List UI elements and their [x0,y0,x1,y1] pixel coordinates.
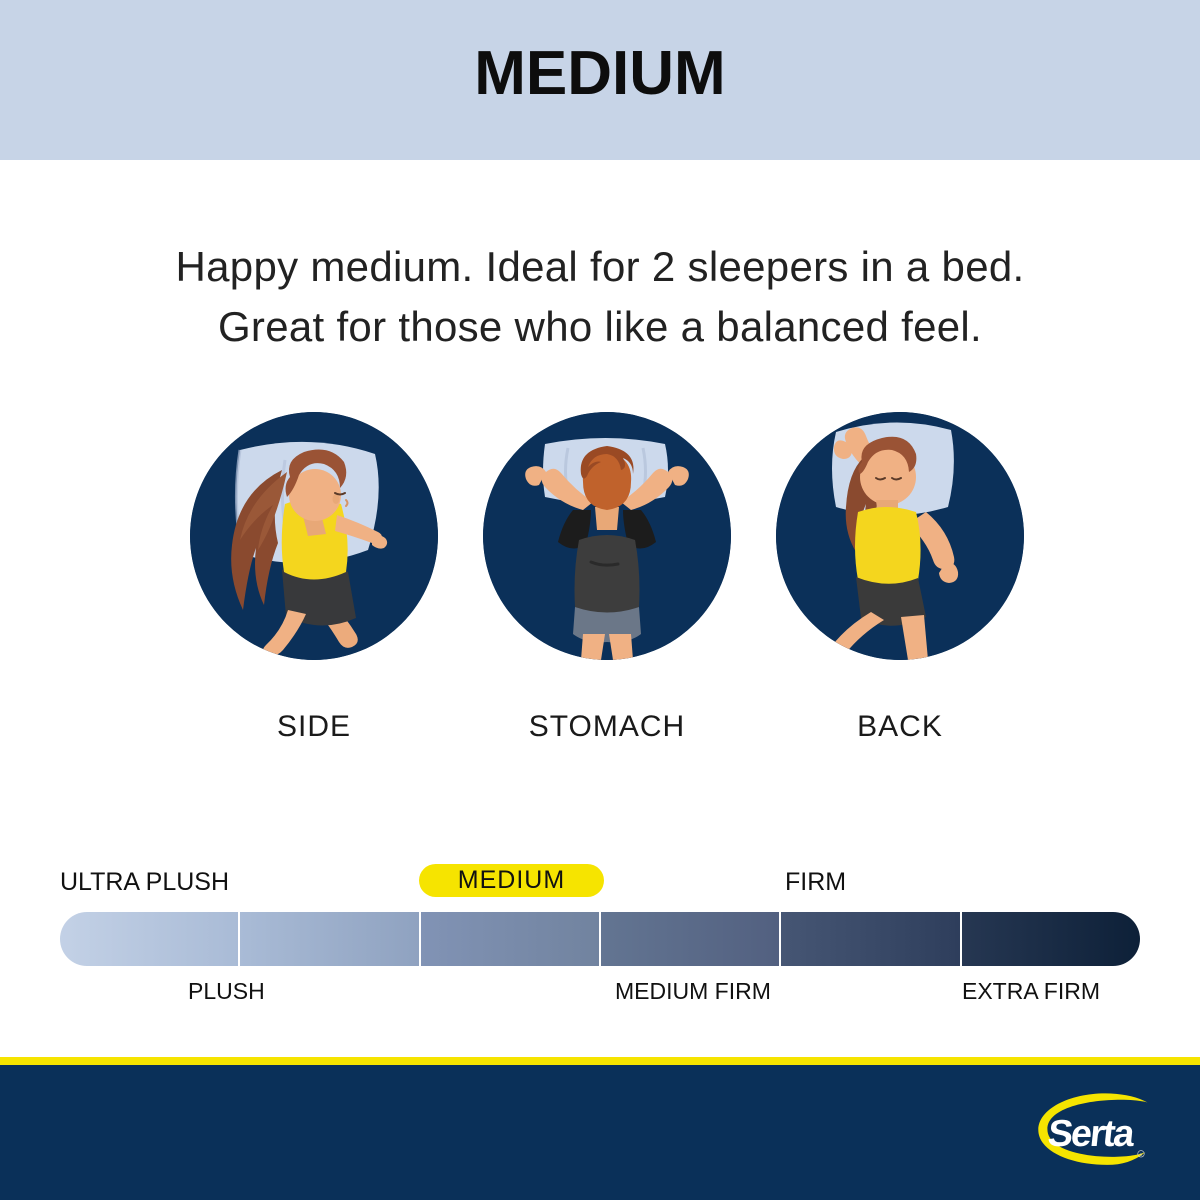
svg-text:Serta: Serta [1046,1113,1138,1155]
svg-text:R: R [1140,1152,1143,1157]
